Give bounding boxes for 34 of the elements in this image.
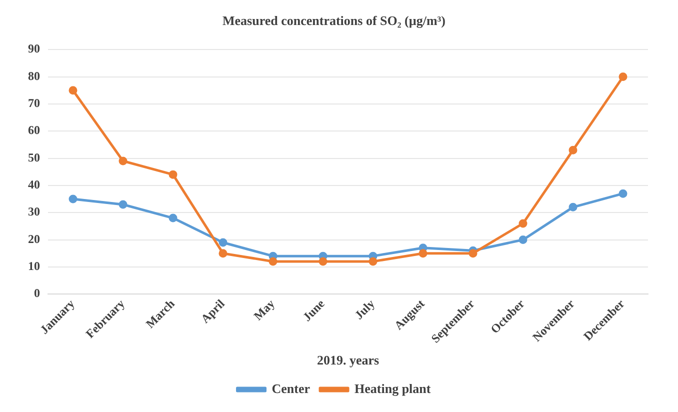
- x-axis-title: 2019. years: [316, 352, 380, 368]
- point: [568, 202, 578, 212]
- y-tick-label: 20: [28, 232, 40, 246]
- point: [518, 236, 528, 244]
- point: [468, 249, 478, 258]
- y-tick-label: 70: [28, 96, 40, 110]
- point: [618, 72, 628, 82]
- point: [318, 257, 328, 266]
- y-tick-label: 0: [34, 286, 40, 300]
- y-tick-label: 50: [28, 150, 40, 164]
- point: [68, 86, 78, 95]
- point: [168, 170, 178, 179]
- point: [218, 238, 228, 247]
- x-tick-label: July: [352, 296, 378, 322]
- point: [568, 146, 578, 154]
- y-tick-label: 90: [28, 42, 40, 56]
- legend-label: Heating plant: [354, 380, 432, 396]
- point: [218, 249, 228, 258]
- point: [68, 194, 78, 204]
- y-tick-label: 40: [28, 178, 40, 192]
- point: [418, 249, 428, 258]
- point: [118, 200, 128, 209]
- y-tick-label: 10: [28, 259, 40, 274]
- y-tick-label: 30: [28, 204, 40, 219]
- legend-label: Center: [272, 380, 310, 396]
- chart-title: Measured concentrations of SO₂ (µg/m³): [222, 13, 446, 28]
- point: [168, 214, 178, 222]
- point: [618, 189, 628, 198]
- y-tick-label: 80: [28, 68, 40, 83]
- point: [368, 257, 378, 266]
- point: [268, 257, 278, 266]
- y-tick-label: 60: [28, 123, 40, 138]
- point: [118, 156, 128, 166]
- point: [518, 219, 528, 228]
